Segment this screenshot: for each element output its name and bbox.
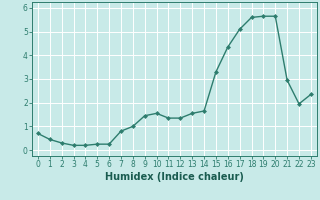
X-axis label: Humidex (Indice chaleur): Humidex (Indice chaleur) (105, 172, 244, 182)
